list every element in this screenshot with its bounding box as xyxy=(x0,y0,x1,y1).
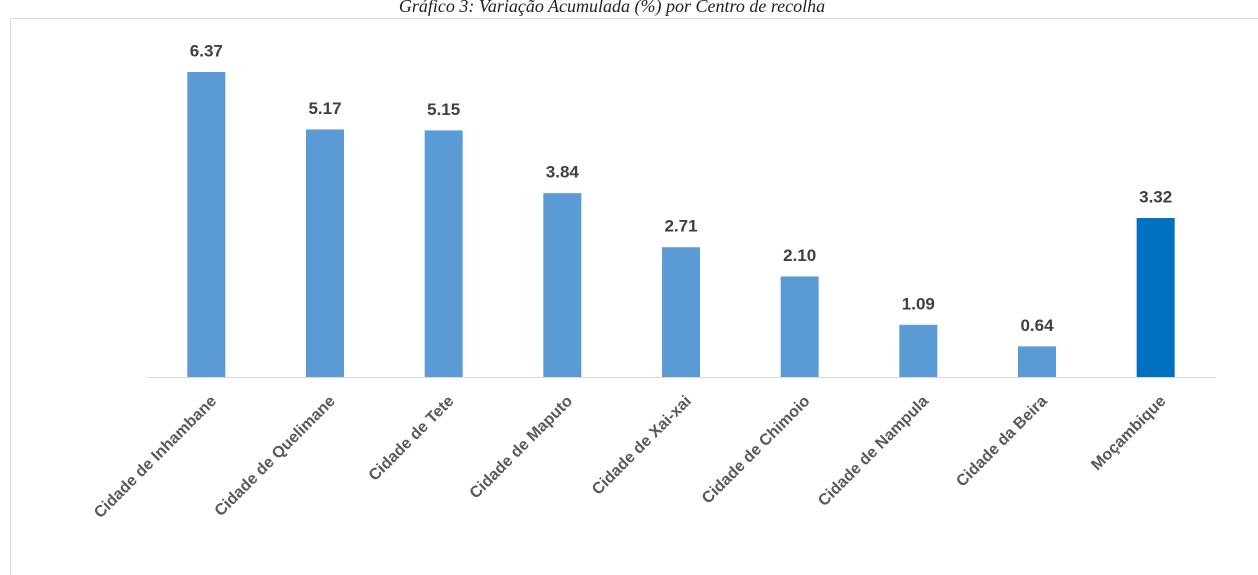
category-label: Cidade de Chimoio xyxy=(699,393,814,508)
value-label: 0.64 xyxy=(1020,316,1054,335)
bar xyxy=(780,276,819,377)
value-label: 3.32 xyxy=(1139,188,1172,207)
bar xyxy=(662,247,700,377)
category-label: Cidade de Nampula xyxy=(815,393,932,510)
category-label: Cidade da Beira xyxy=(953,393,1051,491)
value-label: 6.37 xyxy=(190,41,223,60)
category-label: Cidade de Inhambane xyxy=(91,393,220,522)
value-label: 3.84 xyxy=(546,163,580,182)
value-label: 2.10 xyxy=(783,246,816,265)
category-label: Cidade de Quelimane xyxy=(212,393,339,520)
bar xyxy=(543,193,582,377)
category-label: Moçambique xyxy=(1088,393,1169,474)
value-label: 5.15 xyxy=(427,100,460,119)
bar xyxy=(424,130,463,377)
chart-frame xyxy=(10,18,1258,575)
bar xyxy=(306,129,344,377)
value-label: 2.71 xyxy=(664,217,697,236)
category-label: Cidade de Tete xyxy=(366,393,458,485)
bar xyxy=(187,72,226,377)
bar xyxy=(1018,346,1056,377)
bar xyxy=(899,324,938,377)
chart-title: Gráfico 3: Variação Acumulada (%) por Ce… xyxy=(399,0,825,17)
value-label: 1.09 xyxy=(902,294,935,313)
value-label: 5.17 xyxy=(308,99,341,118)
bar xyxy=(1136,218,1175,377)
category-label: Cidade de Xai-xai xyxy=(589,393,695,499)
category-label: Cidade de Maputo xyxy=(467,393,577,503)
